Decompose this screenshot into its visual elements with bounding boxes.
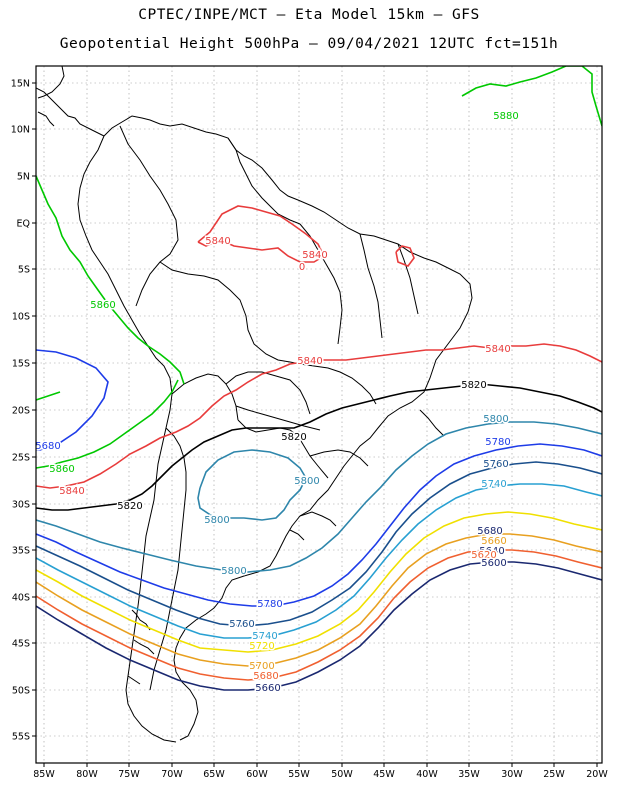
geopotential-contours [36, 66, 602, 691]
lon-tick-label: 25W [543, 769, 565, 780]
contour-label-5780: 5780 [485, 437, 510, 448]
lon-tick-label: 45W [373, 769, 395, 780]
lon-tick-label: 75W [118, 769, 140, 780]
contour-label-5840: 5840 [59, 486, 84, 497]
contour-label-5660: 5660 [255, 683, 280, 694]
map-frame [35, 65, 603, 764]
contour-5840-main [36, 343, 602, 489]
lat-tick-label: EQ [17, 219, 30, 230]
lon-tick-label: 60W [246, 769, 268, 780]
lon-tick-label: 35W [458, 769, 480, 780]
contour-label-5680: 5680 [477, 526, 502, 537]
contour-5800-closed [197, 449, 307, 521]
contour-label-5740: 5740 [481, 479, 506, 490]
contour-label-5800: 5800 [483, 414, 508, 425]
contour-5800-main [36, 421, 602, 573]
contour-label-5700: 5700 [249, 661, 274, 672]
contour-label-5800: 5800 [204, 515, 229, 526]
contour-label-5800: 5800 [221, 566, 246, 577]
lat-tick-label: 15N [11, 79, 30, 90]
lat-tick-label: 35S [12, 546, 30, 557]
contour-label-5820: 5820 [117, 501, 142, 512]
contour-5780-main [36, 443, 602, 607]
lon-tick-label: 70W [161, 769, 183, 780]
contour-label-5820: 5820 [281, 432, 306, 443]
contour-label-5760: 5760 [229, 619, 254, 630]
contour-label-5740: 5740 [252, 631, 277, 642]
contour-5660 [36, 561, 602, 691]
contour-label-5780: 5780 [257, 599, 282, 610]
lat-tick-label: 25S [12, 453, 30, 464]
contour-label-5840: 5840 [302, 250, 327, 261]
contour-labels: 5880586058405840058405840568058605840582… [34, 110, 520, 696]
lat-lon-grid [36, 66, 602, 763]
lat-tick-label: 45S [12, 639, 30, 650]
contour-5840-closed [197, 205, 326, 263]
contour-label-5680: 5680 [253, 671, 278, 682]
contour-5700 [36, 533, 602, 667]
contour-5680 [36, 549, 602, 681]
contour-5860-north [36, 175, 185, 385]
lon-tick-label: 20W [586, 769, 608, 780]
contour-5820 [36, 383, 602, 511]
contour-label-5840: 5840 [485, 344, 510, 355]
map-title-line-2: Geopotential Height 500hPa – 09/04/2021 … [59, 36, 559, 52]
contour-label-5620: 5620 [471, 550, 496, 561]
lat-tick-label: 5S [18, 265, 30, 276]
lon-tick-label: 65W [203, 769, 225, 780]
lat-tick-label: 55S [12, 732, 30, 743]
longitude-axis: 85W 80W 75W 70W 65W 60W 55W 50W 45W 40W 35W 30W 25W 2… [33, 763, 608, 780]
contour-label-5720: 5720 [249, 641, 274, 652]
lat-tick-label: 50S [12, 686, 30, 697]
contour-label-5820: 5820 [461, 380, 486, 391]
contour-label-5840: 5840 [297, 356, 322, 367]
contour-label-5680: 5680 [35, 441, 60, 452]
contour-5760 [36, 461, 602, 627]
lon-tick-label: 50W [331, 769, 353, 780]
contour-5860-south [36, 379, 179, 469]
lat-tick-label: 10N [11, 125, 30, 136]
lat-tick-label: 10S [12, 312, 30, 323]
latitude-axis: 15N 10N 5N EQ 5S 10S 15S 20S 25S 30S 35S 40S 45S 50S 5… [11, 79, 36, 743]
contour-label-5640: 5640 [479, 546, 504, 557]
contour-label-5860: 5860 [49, 464, 74, 475]
contour-5780-closed [36, 349, 109, 451]
contour-label-5840: 5840 [205, 236, 230, 247]
lon-tick-label: 40W [416, 769, 438, 780]
lat-tick-label: 30S [12, 500, 30, 511]
contour-5720 [36, 511, 602, 653]
lon-tick-label: 85W [33, 769, 55, 780]
lon-tick-label: 80W [76, 769, 98, 780]
contour-label-5660: 5660 [481, 536, 506, 547]
contour-label-0: 0 [299, 262, 305, 273]
lon-tick-label: 55W [288, 769, 310, 780]
contour-5880 [461, 66, 602, 127]
lat-tick-label: 40S [12, 593, 30, 604]
lat-tick-label: 5N [17, 172, 30, 183]
contour-label-5600: 5600 [481, 558, 506, 569]
lat-tick-label: 15S [12, 359, 30, 370]
contour-label-5800: 5800 [294, 476, 319, 487]
contour-label-5880: 5880 [493, 111, 518, 122]
contour-label-5860: 5860 [90, 300, 115, 311]
map-title-line-1: CPTEC/INPE/MCT – Eta Model 15km – GFS [138, 7, 480, 23]
contour-5740 [36, 483, 602, 639]
lat-tick-label: 20S [12, 406, 30, 417]
lon-tick-label: 30W [501, 769, 523, 780]
contour-label-5760: 5760 [483, 459, 508, 470]
